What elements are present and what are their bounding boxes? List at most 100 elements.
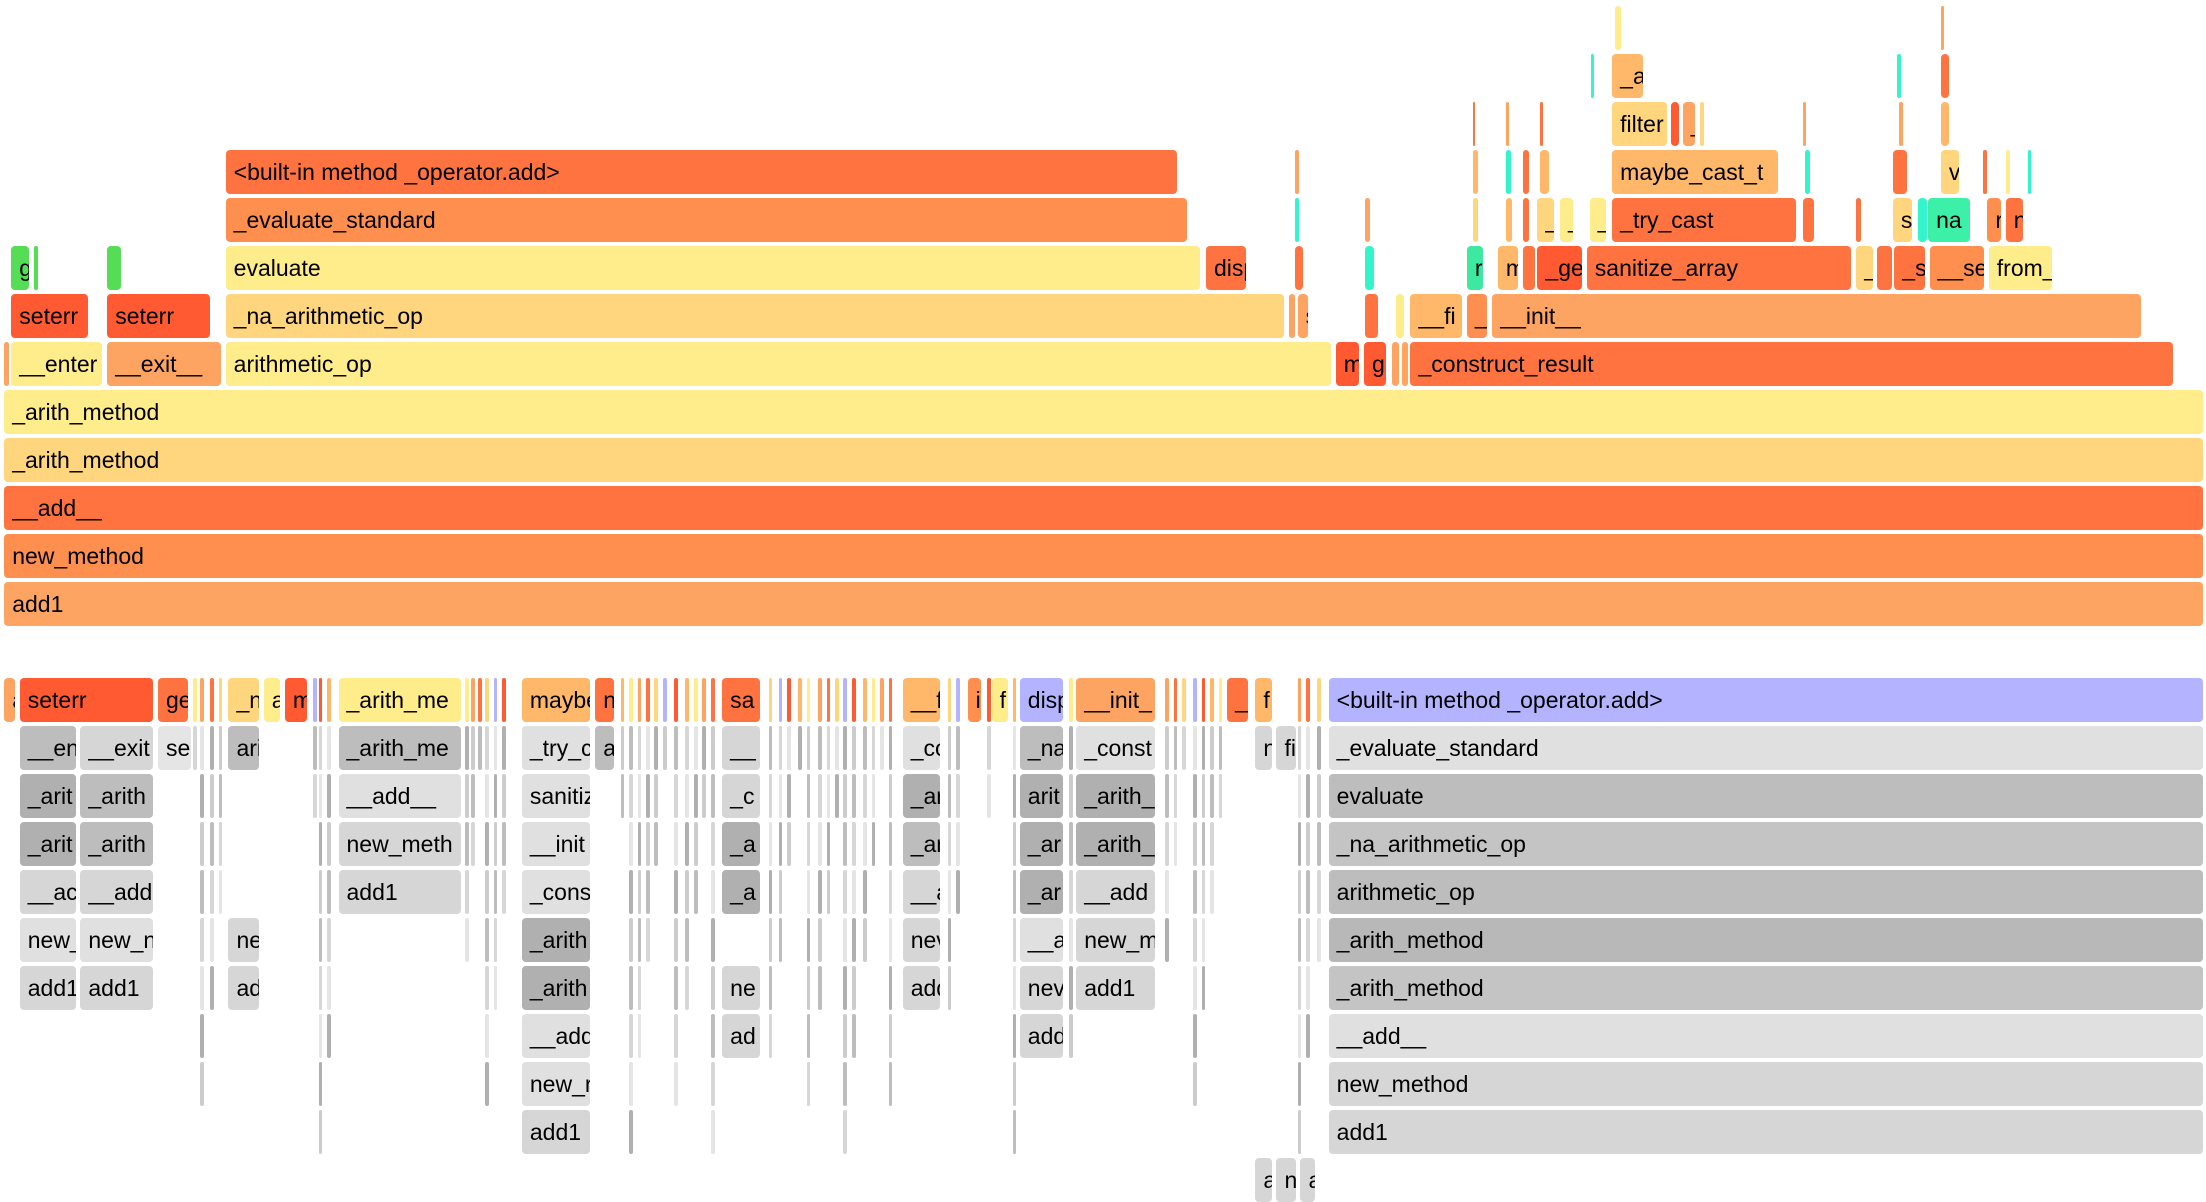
frame-sliver[interactable]: [843, 822, 848, 866]
frame[interactable]: _a: [1612, 54, 1643, 98]
frame-sliver[interactable]: [1317, 678, 1322, 722]
frame-sliver[interactable]: [662, 678, 667, 722]
frame-sliver[interactable]: [1201, 966, 1206, 1010]
frame-sliver[interactable]: [1306, 774, 1310, 818]
frame-sliver[interactable]: [1193, 1062, 1197, 1106]
frame-sliver[interactable]: [674, 918, 678, 962]
frame[interactable]: _arith: [521, 966, 591, 1010]
frame[interactable]: sanitiz: [521, 774, 591, 818]
frame-sliver[interactable]: [485, 918, 489, 962]
frame[interactable]: _: [1537, 198, 1554, 242]
frame-sliver[interactable]: [818, 678, 822, 722]
frame-sliver[interactable]: [485, 726, 489, 770]
frame-sliver[interactable]: [956, 678, 960, 722]
frame-sliver[interactable]: [1297, 966, 1302, 1010]
frame[interactable]: __f: [902, 678, 941, 722]
frame-sliver[interactable]: [843, 966, 848, 1010]
frame-sliver[interactable]: [710, 870, 715, 914]
frame-sliver[interactable]: [685, 966, 690, 1010]
frame[interactable]: evaluate: [1328, 774, 2203, 818]
frame-sliver[interactable]: [1069, 726, 1073, 770]
frame-sliver[interactable]: [629, 870, 633, 914]
frame-sliver[interactable]: [637, 870, 642, 914]
frame-sliver[interactable]: [1898, 102, 1903, 146]
frame-sliver[interactable]: [843, 1062, 848, 1106]
frame-sliver[interactable]: [693, 774, 698, 818]
frame-sliver[interactable]: [1540, 102, 1544, 146]
frame-sliver[interactable]: [843, 774, 848, 818]
frame-sliver[interactable]: [871, 678, 876, 722]
frame-sliver[interactable]: [1210, 678, 1214, 722]
frame-sliver[interactable]: [637, 1014, 642, 1058]
frame-sliver[interactable]: [1069, 870, 1073, 914]
frame-sliver[interactable]: [1591, 54, 1594, 98]
frame[interactable]: __ac: [19, 870, 76, 914]
frame[interactable]: a: [595, 726, 615, 770]
frame[interactable]: __se: [1929, 246, 1984, 290]
frame[interactable]: a: [4, 678, 15, 722]
frame-sliver[interactable]: [1201, 774, 1206, 818]
frame[interactable]: from_: [1988, 246, 2052, 290]
frame-sliver[interactable]: [318, 870, 323, 914]
frame-sliver[interactable]: [987, 726, 991, 770]
frame-sliver[interactable]: [1523, 246, 1535, 290]
frame[interactable]: m: [284, 678, 307, 722]
frame[interactable]: _a: [722, 822, 760, 866]
frame-sliver[interactable]: [1297, 822, 1302, 866]
frame-sliver[interactable]: [318, 1014, 323, 1058]
frame[interactable]: add1: [1328, 1110, 2203, 1154]
frame[interactable]: _co: [902, 726, 941, 770]
frame-sliver[interactable]: [956, 726, 960, 770]
frame[interactable]: n: [595, 678, 615, 722]
frame[interactable]: _evaluate_standard: [225, 198, 1188, 242]
frame-sliver[interactable]: [1012, 822, 1017, 866]
frame[interactable]: __init__: [1492, 294, 2141, 338]
frame-sliver[interactable]: [778, 774, 783, 818]
frame[interactable]: __add: [80, 870, 154, 914]
frame[interactable]: <built-in method _operator.add>: [1328, 678, 2203, 722]
frame[interactable]: i: [967, 678, 982, 722]
frame-sliver[interactable]: [493, 870, 498, 914]
frame[interactable]: _: [1856, 246, 1873, 290]
frame-sliver[interactable]: [200, 870, 204, 914]
frame-sliver[interactable]: [806, 870, 811, 914]
frame[interactable]: n: [1255, 726, 1272, 770]
frame-sliver[interactable]: [851, 726, 856, 770]
frame-sliver[interactable]: [218, 822, 223, 866]
frame-sliver[interactable]: [710, 1110, 715, 1154]
frame-sliver[interactable]: [1218, 774, 1223, 818]
frame-sliver[interactable]: [1181, 678, 1186, 722]
frame-sliver[interactable]: [1802, 198, 1814, 242]
frame[interactable]: _arith: [521, 918, 591, 962]
frame-sliver[interactable]: [1173, 822, 1178, 866]
frame-sliver[interactable]: [1940, 54, 1950, 98]
frame-sliver[interactable]: [693, 726, 698, 770]
frame-sliver[interactable]: [4, 342, 9, 386]
frame-sliver[interactable]: [646, 870, 650, 914]
frame[interactable]: __: [722, 726, 760, 770]
frame-sliver[interactable]: [637, 822, 642, 866]
frame-sliver[interactable]: [1297, 870, 1302, 914]
frame-sliver[interactable]: [646, 774, 650, 818]
frame-sliver[interactable]: [1392, 342, 1400, 386]
frame[interactable]: __a: [1019, 918, 1063, 962]
frame[interactable]: a: [1300, 1158, 1316, 1202]
frame-sliver[interactable]: [851, 966, 856, 1010]
frame-sliver[interactable]: [702, 678, 707, 722]
frame-sliver[interactable]: [1615, 6, 1621, 50]
frame-sliver[interactable]: [318, 822, 323, 866]
frame-sliver[interactable]: [888, 1014, 893, 1058]
frame-sliver[interactable]: [851, 822, 856, 866]
frame-sliver[interactable]: [210, 966, 214, 1010]
frame-sliver[interactable]: [880, 726, 884, 770]
frame-sliver[interactable]: [1297, 918, 1302, 962]
frame[interactable]: _ar: [902, 774, 941, 818]
frame-sliver[interactable]: [629, 966, 633, 1010]
frame[interactable]: _arith_method: [4, 438, 2203, 482]
frame[interactable]: f: [1255, 678, 1272, 722]
frame[interactable]: _: [1466, 294, 1488, 338]
frame[interactable]: _arith_method: [1328, 966, 2203, 1010]
frame-sliver[interactable]: [778, 678, 783, 722]
frame[interactable]: new_r: [521, 1062, 591, 1106]
frame-sliver[interactable]: [200, 1014, 204, 1058]
